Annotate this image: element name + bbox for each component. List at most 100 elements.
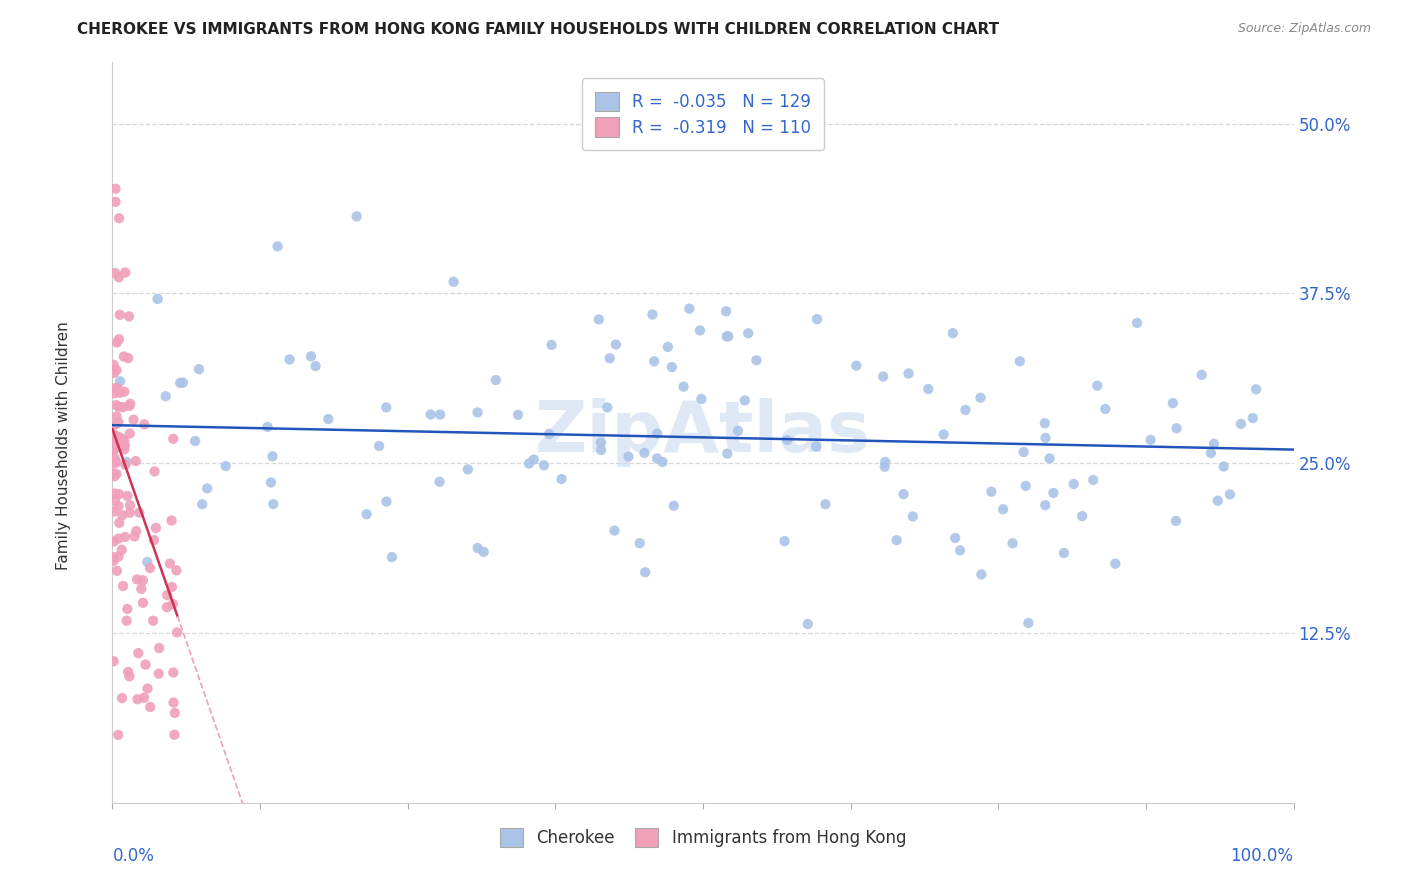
Point: [932, 427, 955, 442]
Point: [716, 446, 738, 460]
Point: [107, 499, 129, 513]
Point: [678, 301, 700, 316]
Point: [633, 446, 655, 460]
Point: [160, 514, 183, 528]
Point: [588, 312, 610, 326]
Point: [139, 561, 162, 575]
Point: [872, 369, 894, 384]
Point: [506, 408, 529, 422]
Point: [645, 451, 668, 466]
Point: [117, 665, 139, 679]
Point: [134, 657, 156, 672]
Point: [1202, 437, 1225, 451]
Point: [262, 497, 284, 511]
Point: [187, 362, 209, 376]
Point: [1085, 378, 1108, 392]
Point: [128, 506, 150, 520]
Point: [159, 557, 181, 571]
Point: [104, 456, 127, 470]
Point: [969, 391, 991, 405]
Point: [634, 566, 657, 580]
Point: [105, 564, 128, 578]
Point: [114, 530, 136, 544]
Point: [716, 329, 738, 343]
Point: [103, 550, 125, 565]
Point: [917, 382, 939, 396]
Point: [643, 354, 665, 368]
Point: [136, 555, 159, 569]
Point: [375, 494, 398, 508]
Point: [304, 359, 326, 373]
Point: [117, 602, 139, 616]
Point: [115, 455, 138, 469]
Point: [215, 458, 238, 473]
Point: [118, 310, 141, 324]
Point: [886, 533, 908, 548]
Point: [108, 308, 131, 322]
Point: [107, 270, 129, 285]
Point: [142, 533, 165, 548]
Point: [148, 666, 170, 681]
Point: [970, 567, 993, 582]
Point: [104, 381, 127, 395]
Point: [103, 434, 125, 449]
Point: [112, 579, 135, 593]
Point: [737, 326, 759, 341]
Point: [115, 614, 138, 628]
Point: [991, 502, 1014, 516]
Point: [589, 435, 612, 450]
Point: [118, 506, 141, 520]
Point: [596, 401, 619, 415]
Point: [467, 405, 489, 419]
Point: [132, 596, 155, 610]
Point: [112, 384, 135, 399]
Point: [873, 459, 896, 474]
Point: [657, 340, 679, 354]
Point: [104, 493, 127, 508]
Point: [617, 450, 640, 464]
Point: [114, 458, 136, 472]
Point: [103, 505, 125, 519]
Point: [943, 531, 966, 545]
Point: [103, 534, 125, 549]
Point: [163, 728, 186, 742]
Point: [1139, 433, 1161, 447]
Point: [1094, 402, 1116, 417]
Point: [112, 442, 135, 457]
Point: [111, 401, 134, 415]
Point: [163, 706, 186, 720]
Point: [162, 665, 184, 680]
Point: [533, 458, 555, 473]
Point: [661, 359, 683, 374]
Point: [108, 430, 131, 444]
Point: [125, 524, 148, 538]
Point: [118, 498, 141, 512]
Point: [105, 398, 128, 412]
Point: [145, 521, 167, 535]
Point: [381, 550, 404, 565]
Point: [1206, 493, 1229, 508]
Point: [104, 182, 127, 196]
Point: [368, 439, 391, 453]
Point: [143, 464, 166, 478]
Point: [111, 508, 134, 523]
Point: [875, 455, 897, 469]
Point: [260, 475, 283, 490]
Point: [429, 475, 451, 489]
Point: [112, 350, 135, 364]
Point: [107, 532, 129, 546]
Point: [1219, 487, 1241, 501]
Point: [1017, 615, 1039, 630]
Point: [104, 454, 127, 468]
Point: [1161, 396, 1184, 410]
Point: [108, 211, 131, 226]
Point: [1126, 316, 1149, 330]
Point: [103, 443, 125, 458]
Text: Family Households with Children: Family Households with Children: [56, 322, 70, 570]
Point: [266, 239, 288, 253]
Point: [104, 266, 127, 280]
Point: [1012, 445, 1035, 459]
Point: [1164, 514, 1187, 528]
Point: [162, 696, 184, 710]
Point: [111, 691, 134, 706]
